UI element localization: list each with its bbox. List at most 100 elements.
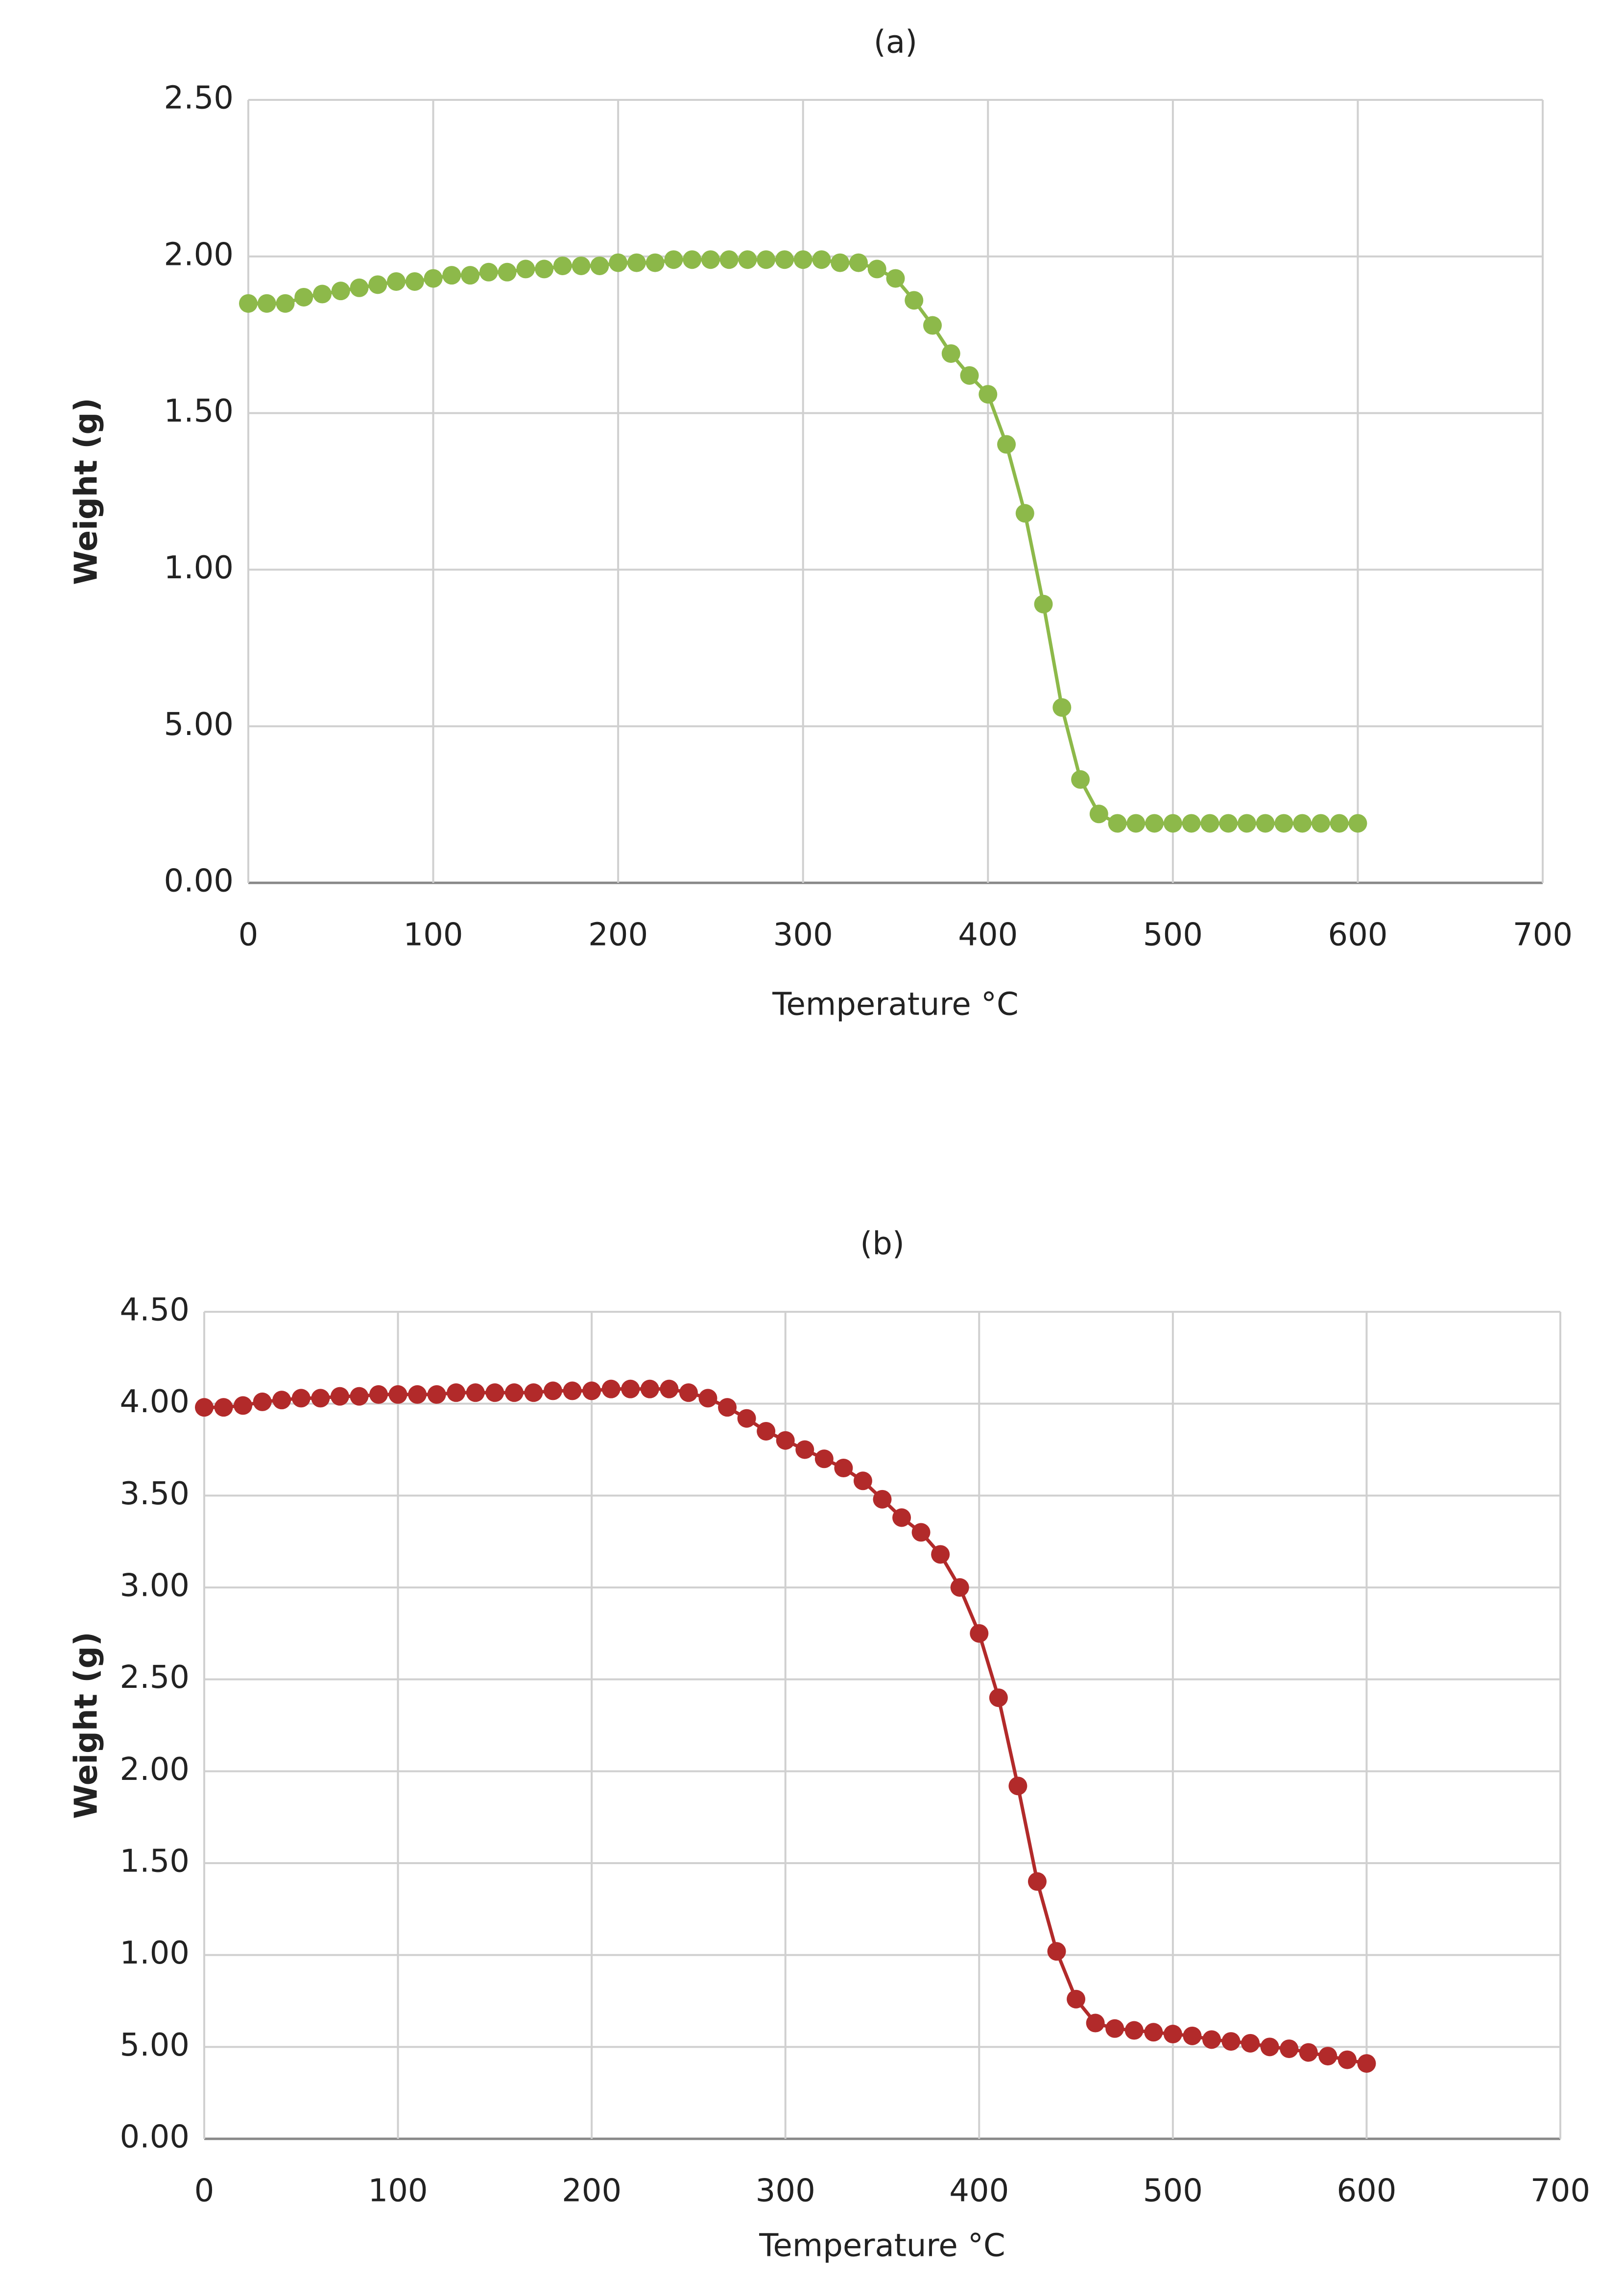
x-tick-label: 700 <box>1513 917 1573 953</box>
data-point <box>544 1381 563 1400</box>
y-tick-label: 5.00 <box>164 707 234 743</box>
x-tick-label: 500 <box>1143 917 1203 953</box>
data-point <box>350 278 369 297</box>
data-point <box>664 250 683 269</box>
data-point <box>572 256 591 275</box>
data-point <box>941 344 960 363</box>
data-point <box>1299 2043 1318 2062</box>
data-point <box>849 253 868 272</box>
data-point <box>1293 814 1312 833</box>
y-axis-label: Weight (g) <box>69 398 105 585</box>
data-point <box>1105 2019 1124 2038</box>
data-point <box>627 253 646 272</box>
data-point <box>461 266 480 285</box>
data-point <box>1280 2039 1299 2059</box>
data-point <box>1237 814 1256 833</box>
x-tick-label: 400 <box>949 2173 1009 2209</box>
data-point <box>368 275 387 294</box>
y-tick-label: 5.00 <box>120 2027 190 2063</box>
data-point <box>535 260 554 279</box>
data-point <box>1318 2047 1337 2066</box>
data-point <box>276 294 295 313</box>
data-point <box>369 1385 388 1404</box>
data-point <box>776 1431 795 1450</box>
data-point <box>814 1449 834 1468</box>
y-tick-label: 1.00 <box>164 550 234 586</box>
y-tick-label: 4.50 <box>120 1292 190 1328</box>
data-point <box>1015 504 1034 523</box>
data-point <box>424 269 443 288</box>
data-point <box>1219 814 1238 833</box>
data-point <box>272 1391 291 1410</box>
data-point <box>645 253 665 272</box>
data-point <box>831 253 850 272</box>
data-point <box>350 1387 369 1406</box>
data-point <box>1330 814 1349 833</box>
data-point <box>582 1381 601 1400</box>
data-point <box>524 1383 543 1402</box>
data-point <box>253 1392 272 1411</box>
data-point <box>479 262 498 282</box>
y-tick-label: 2.50 <box>164 80 234 117</box>
chart-title: (b) <box>860 1226 905 1262</box>
data-point <box>886 269 905 288</box>
data-point <box>1256 814 1275 833</box>
x-tick-label: 100 <box>403 917 463 953</box>
data-point <box>737 1409 756 1428</box>
y-tick-label: 0.00 <box>120 2119 190 2155</box>
data-point <box>1183 2026 1202 2045</box>
data-point <box>1357 2054 1376 2073</box>
data-point <box>1108 814 1127 833</box>
x-tick-label: 500 <box>1143 2173 1203 2209</box>
data-point <box>1182 814 1201 833</box>
x-tick-label: 400 <box>958 917 1018 953</box>
data-point <box>504 1383 524 1402</box>
data-point <box>291 1389 310 1408</box>
x-tick-label: 100 <box>368 2173 428 2209</box>
data-point <box>1311 814 1330 833</box>
data-point <box>718 1398 737 1417</box>
data-point <box>1145 814 1164 833</box>
data-point <box>553 256 572 275</box>
data-point <box>1348 814 1367 833</box>
data-point <box>313 284 332 304</box>
data-point <box>1124 2021 1144 2040</box>
data-point <box>1260 2037 1279 2057</box>
x-tick-label: 600 <box>1337 2173 1396 2209</box>
data-point <box>892 1508 911 1527</box>
data-point <box>239 294 258 313</box>
data-point <box>311 1389 330 1408</box>
x-axis-label: Temperature °C <box>759 2228 1005 2264</box>
data-point <box>405 272 424 291</box>
data-point <box>775 250 794 269</box>
data-point <box>442 266 461 285</box>
data-point <box>1071 770 1090 789</box>
data-point <box>1337 2050 1357 2069</box>
data-point <box>485 1383 504 1402</box>
x-tick-label: 200 <box>588 917 648 953</box>
data-point <box>970 1624 989 1643</box>
data-point <box>931 1545 950 1564</box>
data-point <box>698 1389 717 1408</box>
y-axis-label: Weight (g) <box>69 1632 105 1819</box>
data-point <box>873 1490 892 1509</box>
data-point <box>621 1379 640 1398</box>
data-point <box>387 272 406 291</box>
y-tick-label: 2.50 <box>120 1659 190 1696</box>
data-point <box>950 1578 969 1597</box>
data-point <box>427 1385 446 1404</box>
data-point <box>834 1459 853 1478</box>
y-tick-label: 1.50 <box>164 393 234 429</box>
y-tick-label: 1.50 <box>120 1844 190 1880</box>
y-tick-label: 2.00 <box>120 1752 190 1788</box>
data-point <box>679 1383 698 1402</box>
data-point <box>1027 1872 1047 1891</box>
data-point <box>793 250 812 269</box>
data-point <box>1274 814 1293 833</box>
data-point <box>447 1383 466 1402</box>
data-point <box>1067 1989 1086 2009</box>
data-point <box>1200 814 1219 833</box>
data-point <box>257 294 276 313</box>
